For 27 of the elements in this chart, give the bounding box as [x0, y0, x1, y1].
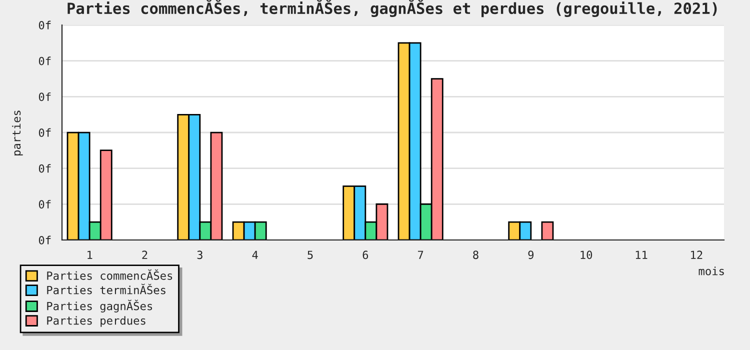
legend-label: Parties gagnĂŠes: [47, 300, 152, 312]
bar: [541, 221, 554, 240]
text: 0f: [38, 164, 51, 173]
legend-label: Parties commencĂŠes: [47, 269, 172, 280]
text: 0f: [38, 20, 51, 30]
y-axis-title: parties: [12, 110, 23, 156]
x-tick-label: 3: [197, 250, 202, 260]
x-tick-label: 7: [418, 250, 424, 259]
chart-title: Parties commencĂŠes, terminĂŠes, gagnĂŠes et perdues (gregouille, 2021): [68, 0, 717, 18]
text: 0f: [38, 200, 51, 209]
x-tick-label: 11: [636, 250, 648, 259]
x-tick-label: 1: [88, 250, 92, 259]
x-tick-label: 6: [362, 250, 368, 260]
text: 0f: [38, 128, 51, 137]
x-tick-label: 10: [580, 250, 592, 260]
x-tick-label: 4: [252, 250, 258, 259]
text: 0f: [38, 236, 51, 244]
x-tick-label: 12: [691, 250, 702, 259]
legend-label: Parties terminĂŠes: [47, 284, 166, 294]
text: 0f: [38, 56, 51, 66]
x-tick-label: 5: [308, 250, 313, 260]
x-axis-title: mois: [698, 266, 724, 276]
x-tick-label: 8: [473, 250, 478, 260]
x-tick-label: 9: [528, 250, 534, 260]
x-tick-label: 2: [142, 250, 148, 259]
text: 0f: [38, 92, 51, 102]
legend-label: Parties perdues: [47, 316, 146, 327]
